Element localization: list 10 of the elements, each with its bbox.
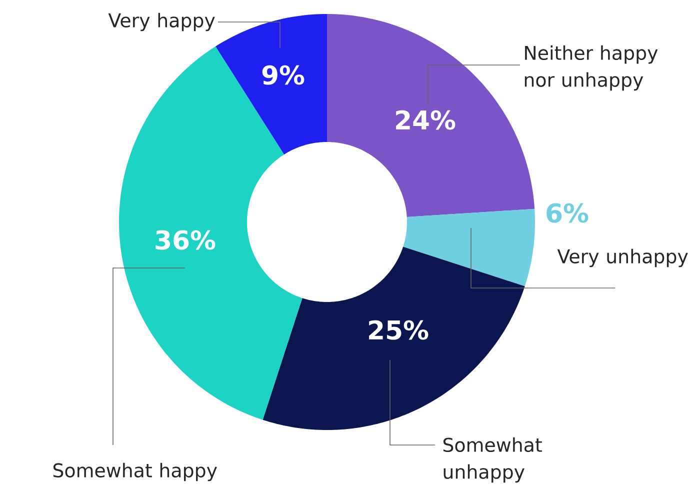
slice-label: Very happy: [108, 12, 215, 32]
data-label: 36%: [156, 230, 216, 250]
data-label: 25%: [369, 320, 428, 340]
slice-label: Neither happy nor unhappy: [524, 45, 658, 91]
data-label: 9%: [262, 65, 304, 85]
slice-label: Somewhat unhappy: [443, 437, 542, 483]
slice-label: Very unhappy: [557, 248, 688, 268]
data-label: 24%: [396, 110, 456, 130]
slice-label: Somewhat happy: [53, 462, 217, 482]
data-label: 6%: [546, 203, 588, 223]
